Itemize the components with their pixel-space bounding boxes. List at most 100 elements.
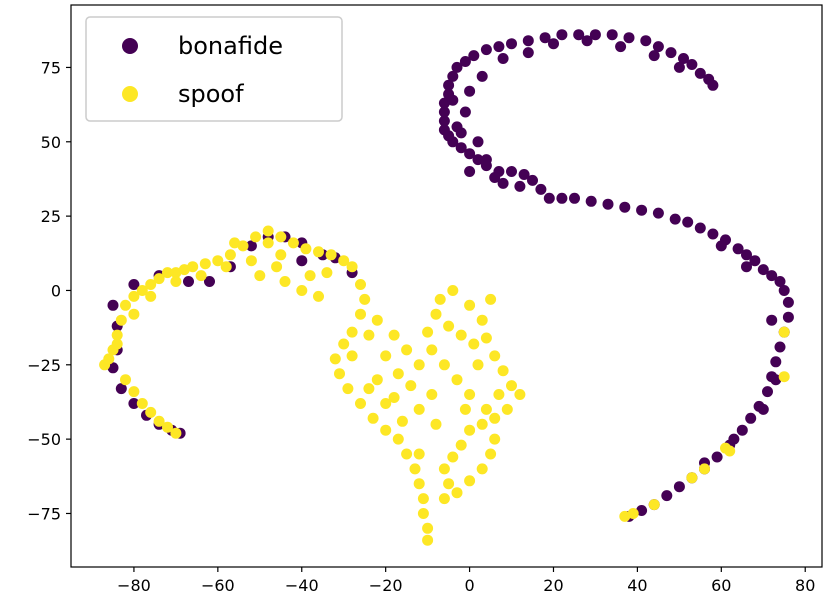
point-bonafide — [652, 41, 664, 53]
point-bonafide — [451, 61, 463, 73]
point-spoof — [212, 255, 224, 267]
point-bonafide — [766, 270, 778, 282]
point-spoof — [371, 314, 383, 326]
point-spoof — [145, 290, 157, 302]
point-spoof — [195, 270, 207, 282]
point-spoof — [476, 418, 488, 430]
point-bonafide — [757, 403, 769, 415]
y-tick-label: −25 — [27, 356, 61, 375]
point-bonafide — [204, 276, 215, 287]
point-spoof — [275, 231, 287, 243]
point-spoof — [199, 258, 211, 270]
point-bonafide — [745, 412, 757, 424]
point-bonafide — [506, 166, 517, 177]
point-bonafide — [636, 505, 648, 516]
point-spoof — [279, 276, 291, 287]
point-spoof — [422, 326, 434, 338]
point-spoof — [313, 290, 324, 302]
point-bonafide — [438, 115, 450, 127]
point-spoof — [271, 261, 283, 273]
point-bonafide — [522, 35, 534, 47]
point-bonafide — [623, 32, 635, 44]
point-spoof — [506, 380, 517, 392]
x-tick-label: −80 — [117, 576, 151, 595]
point-spoof — [476, 463, 488, 475]
point-bonafide — [527, 174, 538, 186]
point-spoof — [371, 374, 383, 386]
x-tick-label: 0 — [464, 576, 474, 595]
point-bonafide — [543, 192, 555, 204]
x-tick-label: 40 — [627, 576, 647, 595]
point-bonafide — [711, 451, 723, 463]
point-bonafide — [669, 213, 681, 225]
point-bonafide — [606, 29, 618, 41]
point-bonafide — [438, 124, 450, 136]
point-bonafide — [694, 222, 706, 234]
point-spoof — [355, 308, 366, 320]
point-spoof — [405, 380, 417, 392]
point-spoof — [355, 279, 366, 290]
point-bonafide — [464, 85, 476, 97]
point-spoof — [220, 261, 232, 273]
point-spoof — [162, 267, 173, 279]
point-bonafide — [774, 276, 786, 287]
point-bonafide — [514, 180, 526, 192]
point-spoof — [111, 329, 123, 341]
point-bonafide — [128, 279, 140, 290]
point-spoof — [493, 389, 505, 400]
legend-frame — [85, 16, 343, 122]
point-bonafide — [107, 299, 119, 311]
legend-label-bonafide: bonafide — [178, 32, 283, 60]
point-bonafide — [573, 29, 585, 41]
point-spoof — [363, 329, 375, 341]
point-spoof — [413, 478, 425, 490]
point-spoof — [392, 433, 404, 445]
point-bonafide — [741, 261, 752, 273]
point-bonafide — [715, 240, 727, 252]
point-bonafide — [678, 53, 689, 64]
point-spoof — [170, 267, 182, 279]
point-spoof — [426, 389, 438, 400]
point-bonafide — [694, 67, 706, 79]
point-bonafide — [548, 38, 559, 50]
point-spoof — [296, 285, 308, 296]
point-bonafide — [782, 296, 794, 308]
legend-marker-spoof — [122, 86, 138, 102]
x-tick-label: −40 — [285, 576, 319, 595]
point-spoof — [136, 285, 148, 296]
x-tick-label: 20 — [543, 576, 563, 595]
point-spoof — [224, 249, 236, 261]
point-spoof — [136, 398, 148, 409]
point-spoof — [380, 424, 392, 436]
point-bonafide — [468, 50, 480, 62]
point-bonafide — [447, 94, 459, 106]
point-spoof — [778, 371, 790, 383]
point-spoof — [355, 398, 366, 409]
point-bonafide — [497, 53, 509, 64]
point-spoof — [115, 314, 127, 326]
point-spoof — [392, 368, 404, 380]
point-spoof — [346, 261, 358, 273]
point-spoof — [346, 326, 358, 338]
point-spoof — [262, 225, 274, 237]
point-spoof — [648, 499, 660, 511]
point-spoof — [187, 261, 199, 273]
point-spoof — [128, 308, 140, 320]
point-spoof — [162, 421, 173, 433]
point-bonafide — [673, 481, 685, 493]
point-spoof — [417, 508, 429, 519]
point-spoof — [401, 448, 413, 460]
point-spoof — [686, 472, 698, 484]
y-tick-label: −50 — [27, 430, 61, 449]
point-bonafide — [770, 356, 782, 368]
point-spoof — [338, 338, 350, 350]
point-bonafide — [665, 47, 677, 59]
point-bonafide — [506, 38, 517, 50]
point-spoof — [485, 293, 497, 305]
point-bonafide — [489, 172, 501, 183]
point-bonafide — [493, 41, 505, 53]
point-bonafide — [602, 198, 614, 210]
point-spoof — [451, 374, 463, 386]
point-bonafide — [497, 177, 509, 189]
point-spoof — [443, 320, 455, 332]
